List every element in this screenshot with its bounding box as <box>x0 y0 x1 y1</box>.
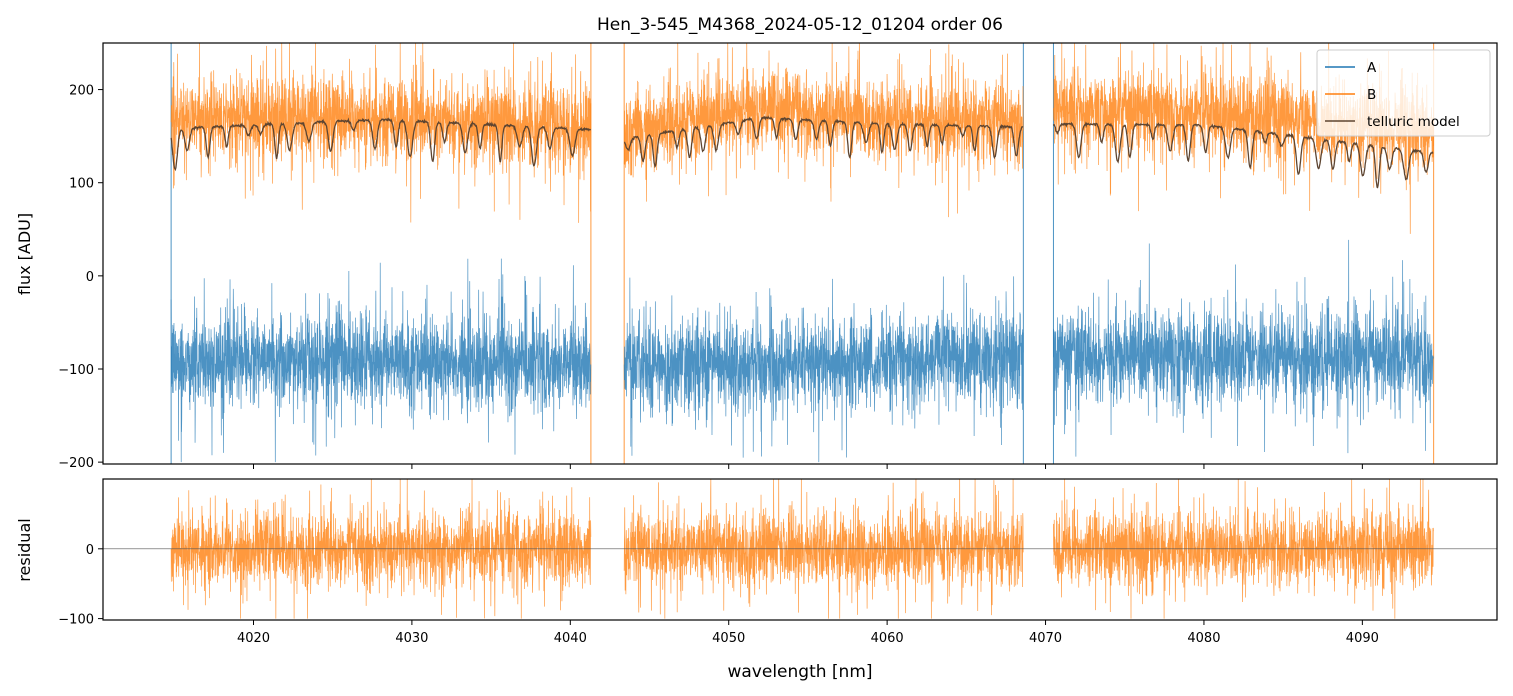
x-tick-label: 4060 <box>871 631 904 646</box>
x-tick-label: 4070 <box>1029 631 1062 646</box>
x-tick-label: 4050 <box>712 631 745 646</box>
flux-y-axis-label: flux [ADU] <box>15 213 34 295</box>
residual-y-axis-label: residual <box>15 518 34 581</box>
flux-plot-area <box>170 43 1435 464</box>
y-tick-label: 0 <box>86 270 94 285</box>
y-tick-label: 100 <box>69 177 94 192</box>
legend-entry-label: B <box>1367 87 1376 103</box>
residual-panel: −100 0 4020 4030 4040 4050 4060 4070 4080 4090 r… <box>15 478 1498 682</box>
y-tick-label: −100 <box>58 613 94 628</box>
x-tick-label: 4040 <box>554 631 587 646</box>
chart-title: Hen_3-545_M4368_2024-05-12_01204 order 0… <box>597 15 1003 35</box>
legend-entry-label: A <box>1367 60 1377 76</box>
y-tick-label: −100 <box>58 363 94 378</box>
y-tick-label: −200 <box>58 456 94 471</box>
residual-y-axis: −100 0 <box>58 543 103 628</box>
residual-x-axis: 4020 4030 4040 4050 4060 4070 4080 4090 <box>237 620 1379 646</box>
telluric-model-line <box>170 115 1434 189</box>
x-tick-label: 4020 <box>237 631 270 646</box>
legend-entry-label: telluric model <box>1367 114 1460 130</box>
flux-x-axis <box>252 464 1363 469</box>
legend-box <box>1316 49 1491 137</box>
x-tick-label: 4030 <box>395 631 428 646</box>
x-tick-label: 4090 <box>1346 631 1379 646</box>
series-b-line <box>170 43 1434 234</box>
y-tick-label: 200 <box>69 84 94 99</box>
flux-axes-frame <box>102 42 1498 465</box>
x-axis-label: wavelength [nm] <box>727 662 872 682</box>
residual-axes-frame <box>102 478 1498 621</box>
y-tick-label: 0 <box>86 543 94 558</box>
flux-y-axis: −200 −100 0 100 200 <box>58 84 103 471</box>
x-tick-label: 4080 <box>1187 631 1220 646</box>
series-a-line <box>170 239 1434 463</box>
residual-plot-area <box>103 479 1497 619</box>
